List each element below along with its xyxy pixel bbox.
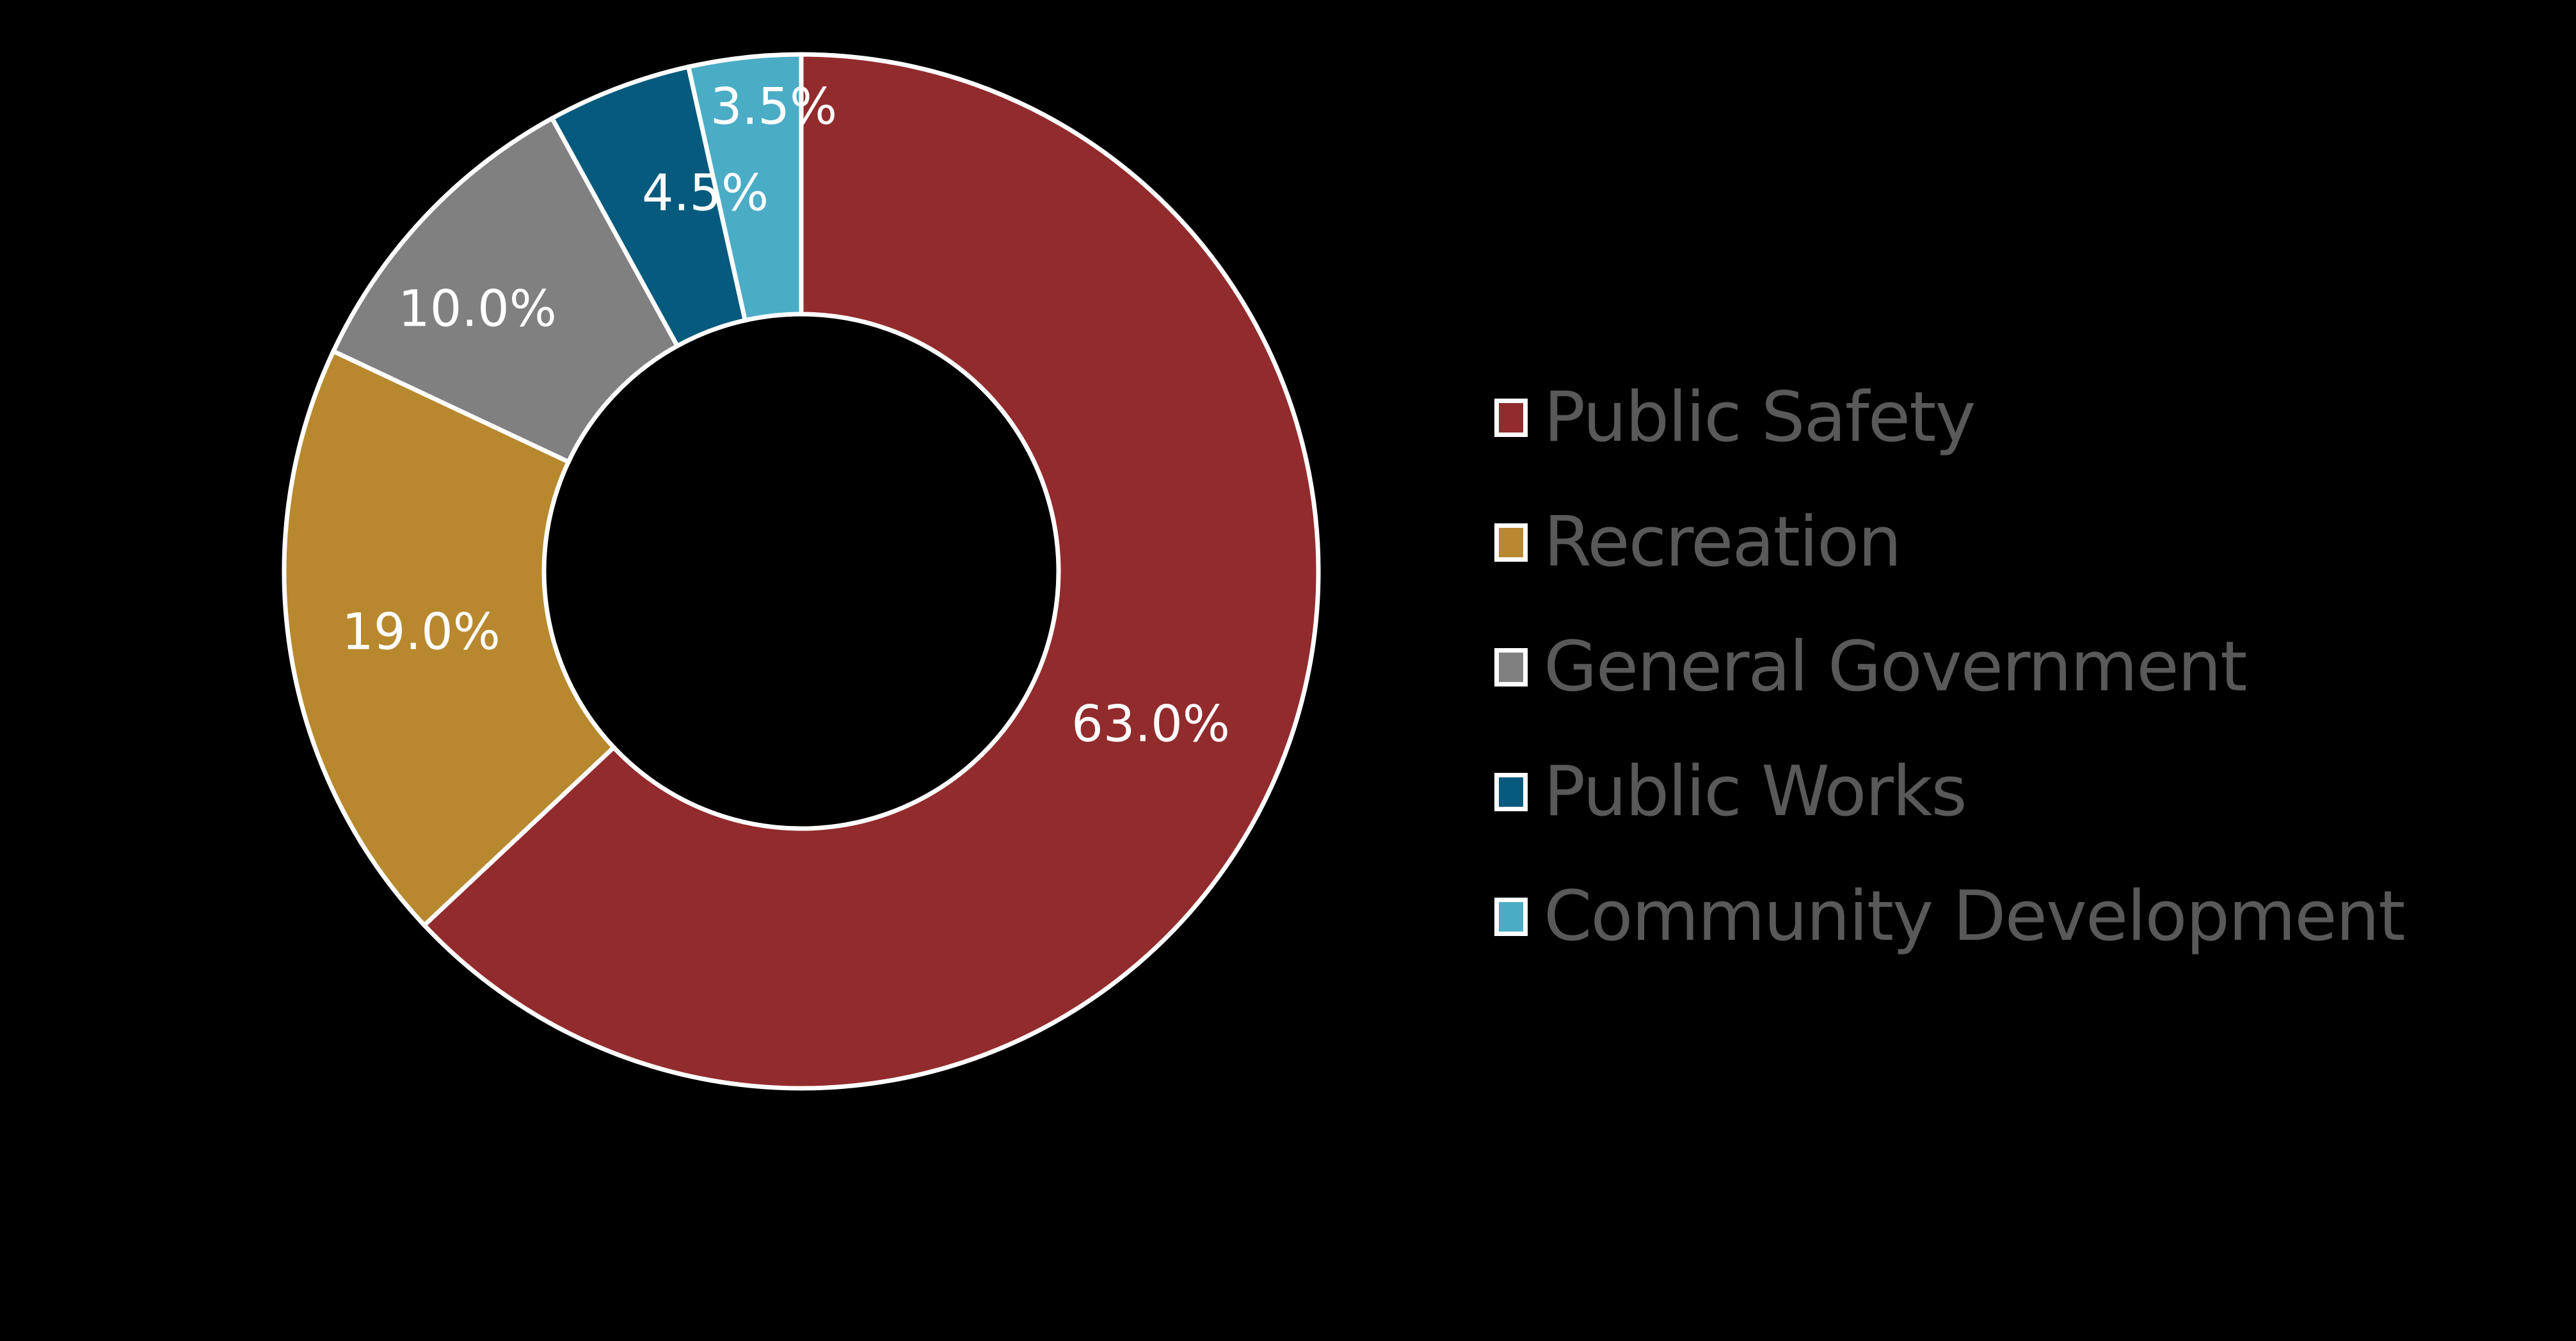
legend-label: Public Works <box>1544 751 1967 832</box>
slice-general-government <box>330 115 681 465</box>
legend-label: General Government <box>1544 626 2247 707</box>
legend-label: Community Development <box>1544 876 2405 956</box>
slice-recreation <box>282 348 617 929</box>
data-label-recreation: 19.0% <box>342 603 500 661</box>
data-label-public-safety: 63.0% <box>1071 695 1230 753</box>
legend-label: Public Safety <box>1544 377 1976 457</box>
data-label-public-works: 4.5% <box>642 164 769 222</box>
legend-swatch <box>1494 772 1528 811</box>
data-label-community-development: 3.5% <box>710 78 837 136</box>
data-label-general-government: 10.0% <box>398 280 557 338</box>
legend: Public Safety Recreation General Governm… <box>1494 355 2405 979</box>
slice-community-development <box>685 52 804 323</box>
legend-swatch <box>1494 897 1528 936</box>
legend-swatch <box>1494 647 1528 686</box>
legend-item-recreation: Recreation <box>1494 480 2404 605</box>
legend-swatch <box>1494 523 1528 562</box>
legend-item-public-works: Public Works <box>1494 729 2404 854</box>
legend-swatch <box>1494 398 1528 437</box>
legend-item-general-government: General Government <box>1494 605 2404 729</box>
slice-public-safety <box>421 52 1321 1091</box>
legend-label: Recreation <box>1544 502 1902 582</box>
legend-item-public-safety: Public Safety <box>1494 355 2404 480</box>
donut-slices <box>282 52 1321 1091</box>
data-labels: 63.0% 19.0% 10.0% 4.5% 3.5% <box>342 78 1230 753</box>
legend-item-community-development: Community Development <box>1494 854 2405 979</box>
